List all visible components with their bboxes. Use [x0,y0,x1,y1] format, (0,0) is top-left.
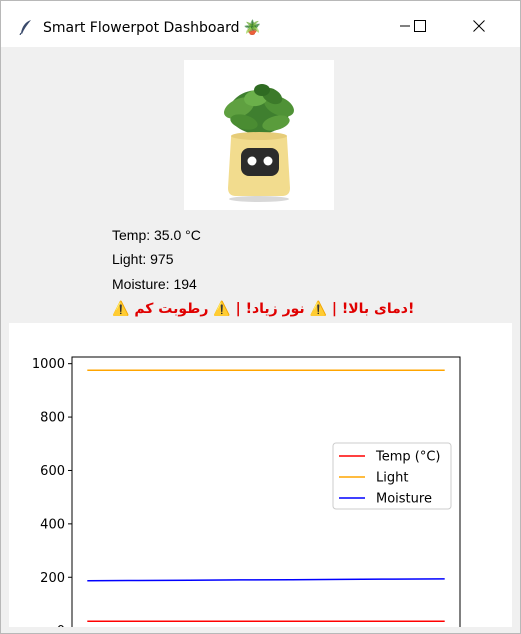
plant-image [184,60,334,210]
axes-frame [71,356,461,627]
y-tick-label: 600 [40,464,65,479]
y-tick-label: 0 [57,624,65,627]
y-tick-label: 800 [40,411,65,426]
minimize-button[interactable] [382,11,428,41]
light-reading: Light: 975 [112,251,174,267]
y-tick-label: 200 [40,571,65,586]
legend-box [332,442,452,510]
alert-message: ⚠️ دمای بالا! | ⚠️ نور زیاد! | ⚠️ رطوبت … [112,301,415,317]
legend-label-1: Light [376,471,408,486]
client-area: Temp: 35.0 °C Light: 975 Moisture: 194 ⚠… [9,47,512,627]
chart-panel: 0200400600800100023456789Time (s)Temp (°… [9,323,512,627]
y-tick-label: 400 [40,517,65,532]
close-button[interactable] [456,11,502,41]
maximize-button[interactable] [397,11,443,41]
minimize-icon [400,25,410,27]
smart-flowerpot-icon [224,84,294,202]
temperature-reading: Temp: 35.0 °C [112,227,201,243]
series-line-2 [87,578,445,582]
title-bar[interactable]: Smart Flowerpot Dashboard 🪴 [1,1,520,47]
maximize-icon [414,20,426,32]
status-panel: Temp: 35.0 °C Light: 975 Moisture: 194 ⚠… [9,47,512,323]
moisture-reading: Moisture: 194 [112,276,197,292]
legend-label-0: Temp (°C) [375,450,441,465]
close-icon [473,20,485,32]
window-title: Smart Flowerpot Dashboard 🪴 [43,20,262,36]
feather-icon [19,20,31,35]
legend-label-2: Moisture [376,492,432,507]
y-tick-label: 1000 [32,357,65,372]
sensor-line-chart: 0200400600800100023456789Time (s)Temp (°… [32,356,461,627]
